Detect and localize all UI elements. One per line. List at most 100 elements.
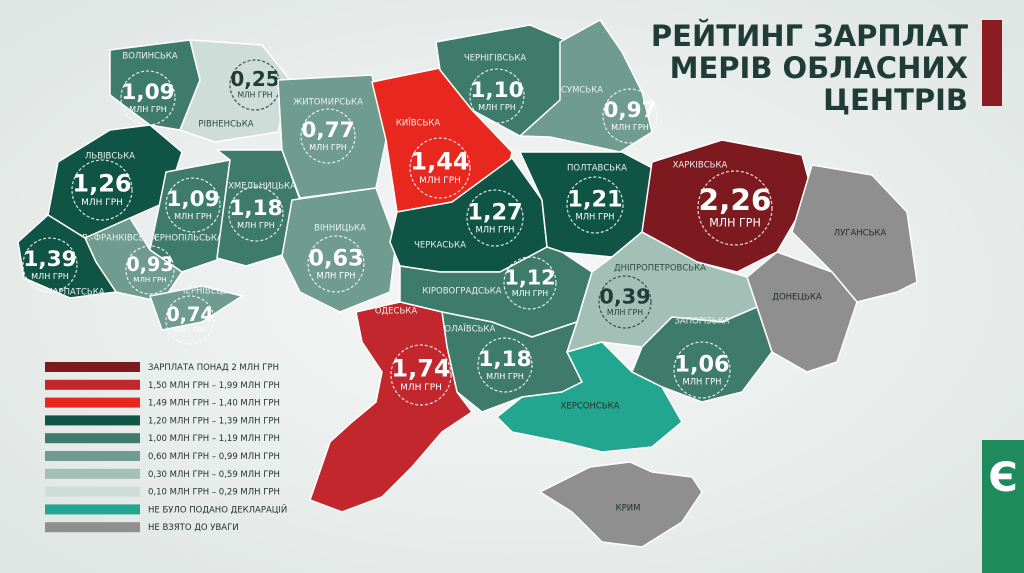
salary-unit: МЛН ГРН: [133, 275, 166, 284]
salary-unit: МЛН ГРН: [607, 308, 643, 317]
salary-unit: МЛН ГРН: [174, 211, 212, 221]
salary-value: 0,77: [301, 118, 354, 143]
salary-value: 1,09: [121, 80, 174, 105]
salary-unit: МЛН ГРН: [611, 122, 649, 132]
value-ring: [503, 256, 557, 310]
legend-label: 0,60 МЛН ГРН – 0,99 МЛН ГРН: [148, 452, 280, 462]
legend-label: НЕ ВЗЯТО ДО УВАГИ: [148, 523, 239, 533]
legend-label: ЗАРПЛАТА ПОНАД 2 МЛН ГРН: [148, 363, 279, 373]
legend-swatch: [45, 433, 140, 444]
region-name: КРИМ: [616, 504, 641, 514]
value-ring: [697, 170, 773, 246]
salary-value: 1,12: [504, 265, 555, 289]
region: [539, 461, 703, 548]
region-name: КИЇВСЬКА: [396, 118, 441, 129]
legend-label: 1,49 МЛН ГРН – 1,40 МЛН ГРН: [148, 399, 280, 409]
salary-unit: МЛН ГРН: [173, 325, 206, 334]
value-ring: [469, 68, 525, 124]
region-name: ХАРКІВСЬКА: [673, 161, 728, 171]
title-line: ЦЕНТРІВ: [823, 83, 968, 117]
salary-value: 1,26: [72, 170, 131, 198]
value-ring: [673, 341, 731, 399]
salary-value: 0,97: [603, 98, 656, 123]
logo: [982, 440, 1024, 573]
region: [791, 164, 918, 303]
region-name: ЖИТОМИРСЬКА: [293, 98, 363, 108]
region-name: СУМСЬКА: [561, 86, 603, 96]
salary-unit: МЛН ГРН: [683, 376, 722, 386]
legend-swatch: [45, 504, 140, 515]
salary-unit: МЛН ГРН: [237, 220, 275, 230]
value-ring: [566, 176, 624, 234]
salary-value: 1,18: [229, 196, 282, 221]
region-name: МИКОЛАЇВСЬКА: [425, 324, 496, 335]
region-name: ЛЬВІВСЬКА: [85, 152, 135, 162]
region-name: ХМЕЛЬНИЦЬКА: [228, 182, 296, 192]
salary-unit: МЛН ГРН: [419, 176, 461, 186]
region-name: ВІННИЦЬКА: [314, 224, 366, 234]
region-name: ДНІПРОПЕТРОВСЬКА: [614, 264, 706, 274]
salary-value: 0,93: [126, 253, 173, 276]
value-ring: [466, 189, 524, 247]
value-ring: [602, 88, 658, 144]
region-name: ЗАКАРПАТСЬКА: [35, 288, 104, 298]
value-ring: [71, 159, 133, 221]
salary-unit: МЛН ГРН: [476, 224, 515, 234]
legend-swatch: [45, 486, 140, 497]
salary-value: 0,63: [308, 245, 363, 271]
salary-unit: МЛН ГРН: [238, 91, 273, 100]
salary-value: 1,06: [674, 351, 729, 377]
value-ring: [307, 235, 365, 293]
salary-unit: МЛН ГРН: [31, 271, 69, 281]
legend-swatch: [45, 415, 140, 426]
region: [149, 285, 243, 331]
salary-value: 1,27: [467, 199, 522, 225]
legend-label: 0,10 МЛН ГРН – 0,29 МЛН ГРН: [148, 488, 280, 498]
value-ring: [390, 344, 452, 406]
region-name: РІВНЕНСЬКА: [198, 120, 253, 130]
legend-label: НЕ БУЛО ПОДАНО ДЕКЛАРАЦІЙ: [148, 503, 287, 515]
legend-swatch: [45, 379, 140, 390]
value-ring: [125, 245, 175, 295]
region-name: ЧЕРКАСЬКА: [414, 241, 466, 251]
salary-value: 1,09: [166, 187, 219, 212]
salary-unit: МЛН ГРН: [309, 142, 347, 152]
region-name: ТЕРНОПІЛЬСЬКА: [148, 234, 223, 244]
legend-label: 1,20 МЛН ГРН – 1,39 МЛН ГРН: [148, 416, 280, 426]
salary-value: 1,10: [470, 78, 523, 103]
legend-swatch: [45, 397, 140, 408]
salary-unit: МЛН ГРН: [576, 211, 615, 221]
region-name: ПОЛТАВСЬКА: [567, 164, 627, 174]
legend-swatch: [45, 468, 140, 479]
value-ring: [165, 295, 215, 345]
salary-unit: МЛН ГРН: [81, 198, 123, 208]
salary-unit: МЛН ГРН: [129, 104, 167, 114]
salary-value: 0,74: [166, 303, 213, 326]
salary-value: 0,25: [230, 67, 279, 91]
region: [281, 187, 397, 313]
region: [216, 149, 301, 267]
region-name: ХЕРСОНСЬКА: [561, 402, 620, 412]
region-name: ЧЕРНІГІВСЬКА: [464, 54, 527, 64]
salary-value: 2,26: [698, 183, 771, 217]
logo-letter: Є: [988, 455, 1017, 501]
legend-label: 1,50 МЛН ГРН – 1,99 МЛН ГРН: [148, 381, 280, 391]
salary-unit: МЛН ГРН: [709, 217, 761, 230]
salary-value: 0,39: [599, 284, 650, 308]
salary-value: 1,74: [391, 355, 450, 383]
salary-unit: МЛН ГРН: [317, 270, 356, 280]
region: [17, 214, 117, 299]
region: [496, 341, 683, 453]
salary-unit: МЛН ГРН: [486, 371, 524, 381]
region-name: КІРОВОГРАДСЬКА: [422, 287, 501, 297]
value-ring: [477, 337, 533, 393]
legend-swatch: [45, 451, 140, 461]
salary-unit: МЛН ГРН: [512, 289, 548, 298]
region: [179, 39, 291, 143]
region-name: ВОЛИНСЬКА: [122, 52, 177, 62]
region-name: ІВ.-ФРАНКІВСЬКА: [80, 234, 157, 244]
legend-label: 0,30 МЛН ГРН – 0,59 МЛН ГРН: [148, 470, 280, 480]
region-name: ЧЕРНІВЕЦЬКА: [180, 287, 241, 297]
